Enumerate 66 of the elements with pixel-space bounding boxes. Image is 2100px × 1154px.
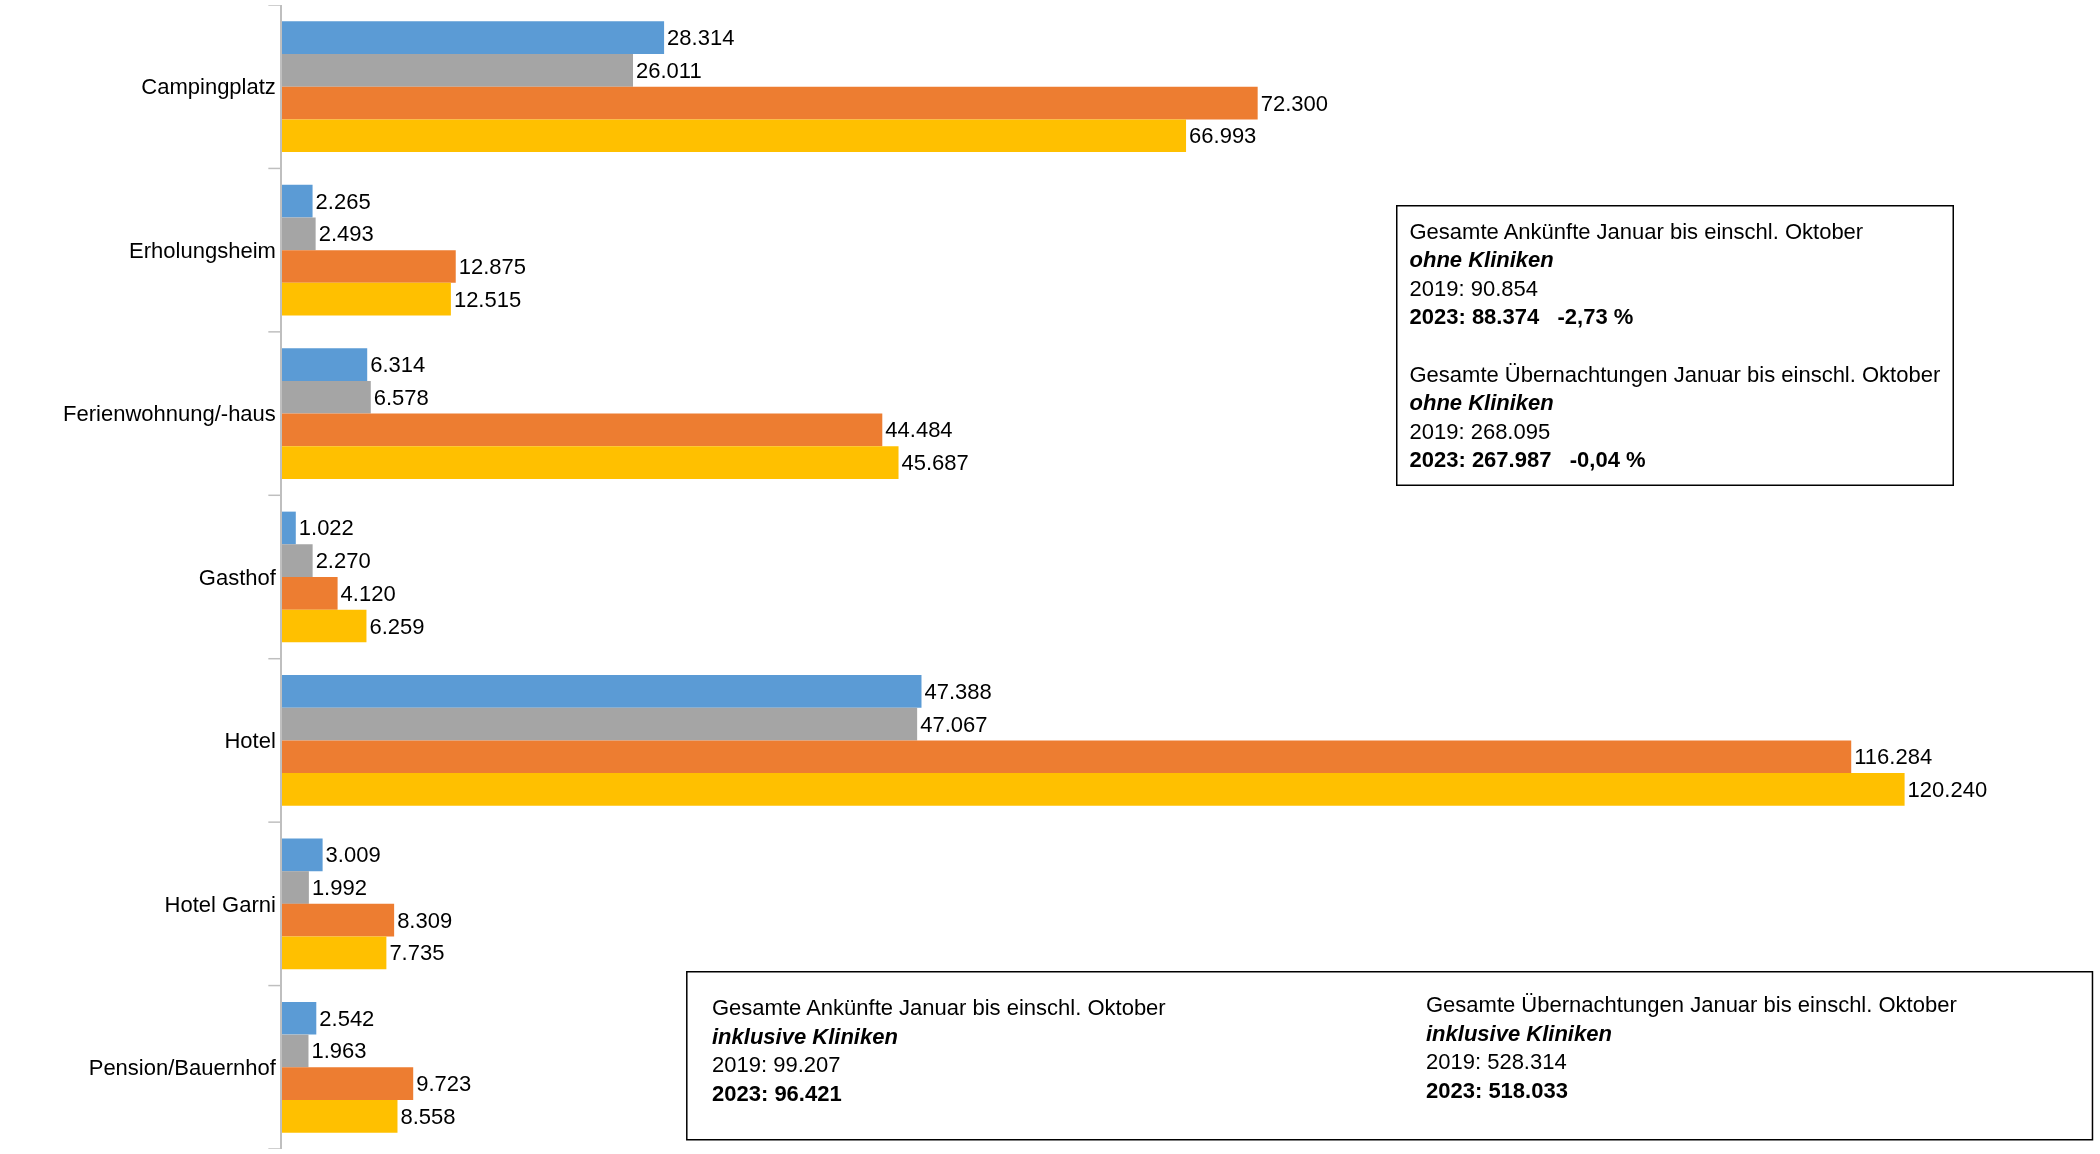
- data-label: 1.022: [298, 515, 354, 541]
- annotation: Gesamte Übernachtungen Januar bis einschl. Oktober inklusive Kliniken 2019: 528.314 2023: 518.033: [1426, 992, 1957, 1103]
- y-tick-label: Hotel Garni: [164, 891, 276, 917]
- bar: [282, 21, 665, 55]
- bar: [282, 54, 634, 87]
- bar: [282, 282, 451, 316]
- y-tick-label: Erholungsheim: [129, 237, 276, 263]
- bar: [282, 936, 387, 970]
- data-label: 2.493: [318, 221, 374, 247]
- bar: [282, 217, 316, 251]
- bar: [282, 675, 922, 708]
- data-label: 47.388: [924, 678, 992, 704]
- bar: [282, 1001, 317, 1035]
- data-label: 2.542: [319, 1005, 375, 1031]
- bar: [282, 1099, 398, 1133]
- bar: [282, 1034, 309, 1068]
- bar: [282, 86, 1258, 120]
- bar: [282, 511, 296, 545]
- bar: [282, 544, 313, 577]
- bar: [282, 446, 899, 479]
- data-label: 12.515: [453, 286, 522, 312]
- data-label: 28.314: [667, 25, 735, 51]
- data-label: 120.240: [1907, 776, 1988, 802]
- data-label: 116.284: [1854, 744, 1933, 770]
- data-label: 44.484: [885, 417, 953, 443]
- bar: [282, 1067, 414, 1100]
- y-tick-label: Campingplatz: [141, 74, 276, 100]
- bar: [282, 740, 1852, 774]
- text: Gesamte Ankünfte Januar bis einschl. Oktober ohne Kliniken 2019: 90.854 2023: 88.374 -2,73 % Gesamte Übernachtungen Januar bis einschl. Oktober ohne Kliniken 2019: 268.095 2023: 267.987 -0,04 %: [1409, 218, 1941, 473]
- data-label: 3.009: [325, 842, 381, 868]
- data-label: 12.875: [458, 253, 527, 279]
- y-tick-label: Pension/Bauernhof: [88, 1054, 277, 1080]
- data-label: 1.992: [311, 875, 367, 901]
- bar: [282, 577, 338, 610]
- y-tick-label: Hotel: [224, 728, 276, 754]
- bar: [282, 380, 371, 414]
- bar: [282, 119, 1187, 153]
- bar: [282, 413, 883, 447]
- data-label: 6.578: [373, 384, 429, 410]
- data-label: 2.265: [315, 188, 371, 214]
- data-label: 47.067: [920, 711, 988, 737]
- y-tick-label: Ferienwohnung/-haus: [63, 401, 276, 427]
- data-label: 6.314: [370, 352, 426, 378]
- data-label: 6.259: [369, 613, 425, 639]
- data-label: 7.735: [389, 940, 445, 966]
- annotation: Gesamte Ankünfte Januar bis einschl. Oktober inklusive Kliniken 2019: 99.207 2023: 96.421: [712, 995, 1166, 1106]
- data-label: 66.993: [1189, 123, 1257, 149]
- data-label: 72.300: [1260, 90, 1328, 116]
- bar: [282, 250, 456, 283]
- bar: [282, 871, 309, 904]
- y-tick-label: Gasthof: [198, 564, 277, 590]
- data-label: 4.120: [340, 580, 396, 606]
- data-label: 45.687: [901, 450, 969, 476]
- bar: [282, 348, 368, 381]
- data-label: 8.309: [397, 907, 453, 933]
- data-label: 2.270: [315, 548, 371, 574]
- data-label: 9.723: [416, 1071, 472, 1097]
- data-label: 8.558: [400, 1103, 456, 1129]
- bar: [282, 707, 918, 741]
- bar: [282, 609, 367, 643]
- bar: [282, 838, 323, 872]
- bar: [282, 903, 395, 937]
- bar: [282, 184, 313, 218]
- bar: [282, 773, 1905, 806]
- data-label: 26.011: [636, 57, 702, 83]
- data-label: 1.963: [311, 1038, 367, 1064]
